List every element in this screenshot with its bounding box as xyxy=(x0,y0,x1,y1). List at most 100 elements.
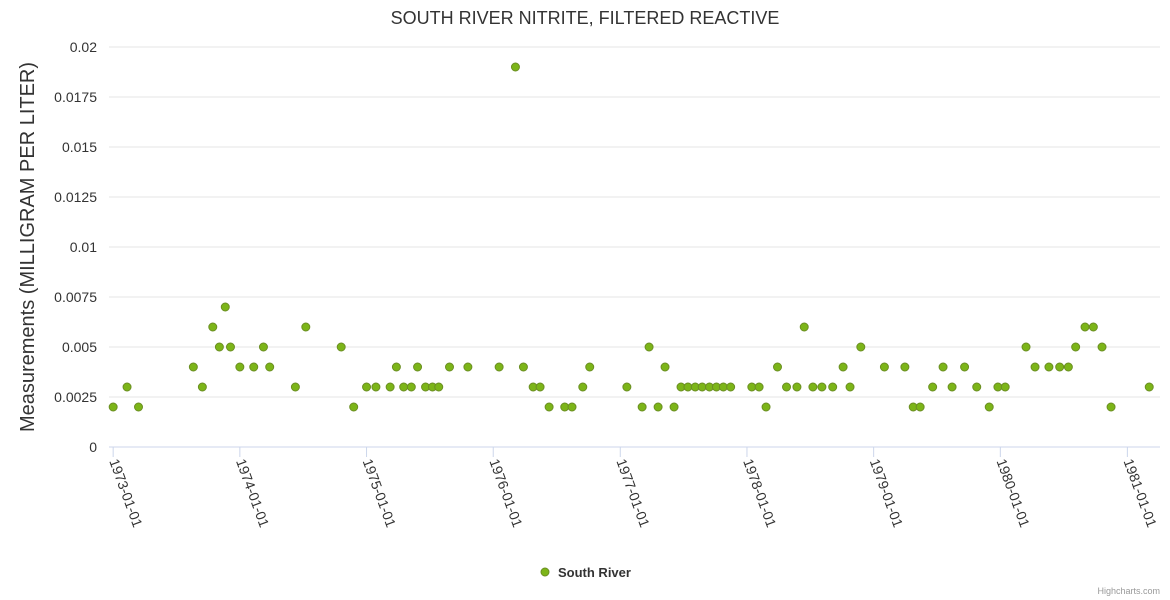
data-point[interactable] xyxy=(1030,362,1040,372)
data-point[interactable] xyxy=(406,382,416,392)
data-point[interactable] xyxy=(669,402,679,412)
y-axis: 0 0.0025 0.005 0.0075 0.01 0.0125 0.015 0.0175 0… xyxy=(54,39,97,455)
grid-lines xyxy=(109,46,1160,398)
x-tick-label: 1974-01-01 xyxy=(233,457,273,530)
data-point[interactable] xyxy=(792,382,802,392)
y-axis-label: Measurements (MILLIGRAM PER LITER) xyxy=(17,62,39,432)
data-point[interactable] xyxy=(938,362,948,372)
data-point[interactable] xyxy=(301,322,311,332)
data-point[interactable] xyxy=(947,382,957,392)
data-point[interactable] xyxy=(258,342,268,352)
x-tick-label: 1980-01-01 xyxy=(994,457,1034,530)
data-point[interactable] xyxy=(726,382,736,392)
x-tick-label: 1979-01-01 xyxy=(867,457,907,530)
y-tick-label: 0.02 xyxy=(70,39,97,55)
data-point[interactable] xyxy=(1144,382,1154,392)
data-point[interactable] xyxy=(1106,402,1116,412)
y-tick-label: 0.01 xyxy=(70,239,97,255)
credits-link[interactable]: Highcharts.com xyxy=(1097,586,1160,596)
data-point[interactable] xyxy=(197,382,207,392)
data-point[interactable] xyxy=(1080,322,1090,332)
x-tick-label: 1981-01-01 xyxy=(1121,457,1161,530)
data-point[interactable] xyxy=(879,362,889,372)
data-point[interactable] xyxy=(567,402,577,412)
data-point[interactable] xyxy=(622,382,632,392)
data-point[interactable] xyxy=(1088,322,1098,332)
data-point[interactable] xyxy=(265,362,275,372)
data-point[interactable] xyxy=(1097,342,1107,352)
data-point[interactable] xyxy=(900,362,910,372)
data-point[interactable] xyxy=(1071,342,1081,352)
data-point[interactable] xyxy=(413,362,423,372)
data-point[interactable] xyxy=(188,362,198,372)
data-point[interactable] xyxy=(856,342,866,352)
data-point[interactable] xyxy=(235,362,245,372)
data-point[interactable] xyxy=(817,382,827,392)
data-point[interactable] xyxy=(1021,342,1031,352)
data-point[interactable] xyxy=(754,382,764,392)
data-point[interactable] xyxy=(1055,362,1065,372)
y-tick-label: 0.015 xyxy=(62,139,97,155)
y-tick-label: 0 xyxy=(89,439,97,455)
data-point[interactable] xyxy=(960,362,970,372)
legend[interactable]: South River xyxy=(540,565,631,580)
data-point[interactable] xyxy=(444,362,454,372)
y-tick-label: 0.0075 xyxy=(54,289,97,305)
data-point[interactable] xyxy=(290,382,300,392)
legend-marker xyxy=(540,567,550,577)
x-axis: 1973-01-01 1974-01-01 1975-01-01 1976-01-01… xyxy=(106,447,1160,530)
data-point[interactable] xyxy=(808,382,818,392)
data-point[interactable] xyxy=(249,362,259,372)
data-point[interactable] xyxy=(773,362,783,372)
data-point[interactable] xyxy=(220,302,230,312)
data-point[interactable] xyxy=(972,382,982,392)
data-point[interactable] xyxy=(214,342,224,352)
data-point[interactable] xyxy=(362,382,372,392)
series-south-river xyxy=(108,62,1154,412)
data-point[interactable] xyxy=(371,382,381,392)
data-point[interactable] xyxy=(828,382,838,392)
x-tick-label: 1973-01-01 xyxy=(106,457,146,530)
data-point[interactable] xyxy=(578,382,588,392)
data-point[interactable] xyxy=(134,402,144,412)
data-point[interactable] xyxy=(660,362,670,372)
data-point[interactable] xyxy=(122,382,132,392)
x-tick-label: 1975-01-01 xyxy=(360,457,400,530)
data-point[interactable] xyxy=(463,362,473,372)
data-point[interactable] xyxy=(385,382,395,392)
data-point[interactable] xyxy=(845,382,855,392)
y-tick-label: 0.0025 xyxy=(54,389,97,405)
x-tick-label: 1977-01-01 xyxy=(613,457,653,530)
legend-item-south-river[interactable]: South River xyxy=(558,565,631,580)
data-point[interactable] xyxy=(518,362,528,372)
data-point[interactable] xyxy=(915,402,925,412)
data-point[interactable] xyxy=(984,402,994,412)
data-point[interactable] xyxy=(108,402,118,412)
data-point[interactable] xyxy=(928,382,938,392)
data-point[interactable] xyxy=(399,382,409,392)
data-point[interactable] xyxy=(544,402,554,412)
data-point[interactable] xyxy=(1000,382,1010,392)
data-point[interactable] xyxy=(761,402,771,412)
data-point[interactable] xyxy=(838,362,848,372)
data-point[interactable] xyxy=(1063,362,1073,372)
data-point[interactable] xyxy=(653,402,663,412)
data-point[interactable] xyxy=(799,322,809,332)
data-point[interactable] xyxy=(208,322,218,332)
data-point[interactable] xyxy=(494,362,504,372)
data-point[interactable] xyxy=(782,382,792,392)
y-tick-label: 0.005 xyxy=(62,339,97,355)
data-point[interactable] xyxy=(637,402,647,412)
data-point[interactable] xyxy=(391,362,401,372)
data-point[interactable] xyxy=(1044,362,1054,372)
data-point[interactable] xyxy=(585,362,595,372)
data-point[interactable] xyxy=(225,342,235,352)
y-tick-label: 0.0175 xyxy=(54,89,97,105)
data-point[interactable] xyxy=(336,342,346,352)
data-point[interactable] xyxy=(510,62,520,72)
data-point[interactable] xyxy=(644,342,654,352)
data-point[interactable] xyxy=(434,382,444,392)
data-point[interactable] xyxy=(349,402,359,412)
data-point[interactable] xyxy=(535,382,545,392)
